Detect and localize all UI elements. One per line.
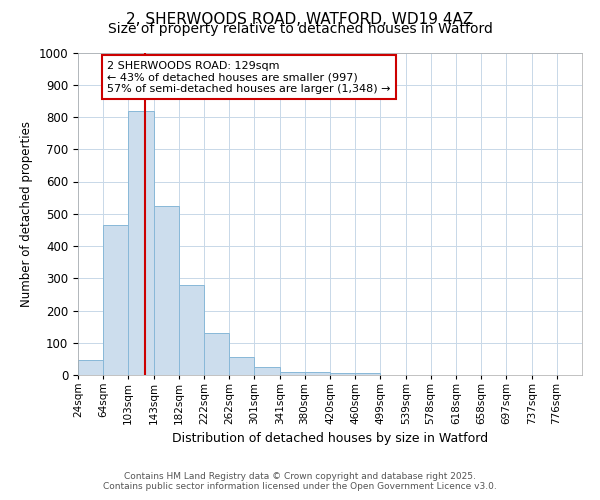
Bar bbox=[254, 367, 280, 375]
Text: 2, SHERWOODS ROAD, WATFORD, WD19 4AZ: 2, SHERWOODS ROAD, WATFORD, WD19 4AZ bbox=[127, 12, 473, 28]
X-axis label: Distribution of detached houses by size in Watford: Distribution of detached houses by size … bbox=[172, 432, 488, 446]
Text: Size of property relative to detached houses in Watford: Size of property relative to detached ho… bbox=[107, 22, 493, 36]
Text: 2 SHERWOODS ROAD: 129sqm
← 43% of detached houses are smaller (997)
57% of semi-: 2 SHERWOODS ROAD: 129sqm ← 43% of detach… bbox=[107, 60, 391, 94]
Y-axis label: Number of detached properties: Number of detached properties bbox=[20, 120, 33, 306]
Bar bbox=[154, 206, 179, 375]
Bar bbox=[330, 374, 355, 375]
Bar bbox=[204, 333, 229, 375]
Bar bbox=[229, 358, 254, 375]
Bar bbox=[103, 225, 128, 375]
Bar bbox=[179, 284, 204, 375]
Bar bbox=[78, 360, 103, 375]
Bar bbox=[355, 374, 380, 375]
Bar bbox=[280, 372, 305, 375]
Bar bbox=[128, 110, 154, 375]
Text: Contains HM Land Registry data © Crown copyright and database right 2025.
Contai: Contains HM Land Registry data © Crown c… bbox=[103, 472, 497, 491]
Bar bbox=[305, 372, 330, 375]
